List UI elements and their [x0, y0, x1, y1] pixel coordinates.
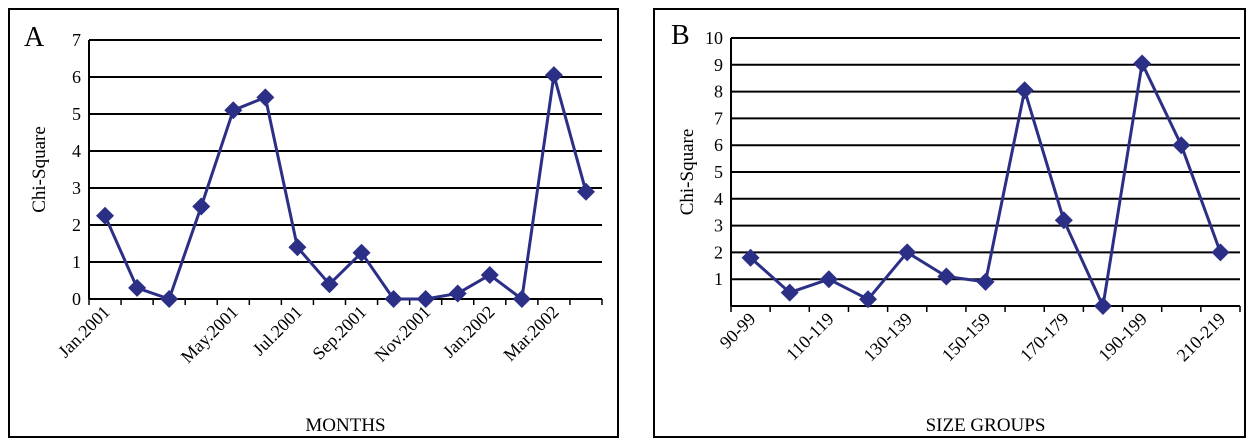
x-tick-label: May.2001 — [177, 302, 242, 367]
y-tick-label: 3 — [72, 178, 81, 198]
y-tick-label: 5 — [72, 104, 81, 124]
x-tick-label: 210-219 — [1173, 309, 1230, 366]
y-axis-title: Chi-Square — [29, 126, 50, 213]
data-point — [1093, 297, 1112, 315]
x-tick-label: Jul.2001 — [249, 302, 307, 360]
data-point — [1211, 243, 1230, 262]
y-tick-label: 4 — [714, 189, 723, 209]
y-tick-label: 1 — [72, 252, 81, 272]
y-tick-label: 0 — [72, 289, 81, 309]
data-point — [780, 283, 799, 302]
y-tick-label: 1 — [714, 269, 723, 289]
x-tick-label: Jan.2002 — [439, 302, 499, 362]
data-point — [480, 265, 499, 284]
y-tick-label: 10 — [705, 28, 723, 48]
y-axis-title: Chi-Square — [677, 129, 698, 216]
y-tick-label: 6 — [714, 135, 723, 155]
y-tick-label: 7 — [72, 30, 81, 50]
chart-a-svg: 0 1 2 3 4 5 6 7 Jan.2001 May.2001 Jul.2001 Sep.2001… — [24, 22, 603, 436]
data-point — [352, 243, 371, 262]
data-point — [1015, 81, 1034, 100]
data-point — [741, 248, 760, 267]
x-tick-label: 90-99 — [716, 309, 760, 353]
data-point — [192, 197, 211, 216]
panel-label: B — [671, 20, 690, 51]
y-tick-label: 7 — [714, 108, 723, 128]
data-point — [256, 88, 275, 107]
data-point — [576, 182, 595, 201]
x-tick-label: 150-159 — [938, 309, 995, 366]
x-tick-label: 110-119 — [782, 309, 838, 365]
data-point — [96, 206, 115, 225]
panel-label: A — [24, 22, 45, 53]
data-point — [1133, 54, 1152, 73]
x-axis-title: SIZE GROUPS — [926, 415, 1046, 436]
data-point — [819, 270, 838, 289]
data-point — [128, 278, 147, 297]
x-axis-title: MONTHS — [305, 415, 385, 436]
data-point — [937, 267, 956, 286]
x-tick-label: 170-179 — [1016, 309, 1073, 366]
data-point — [859, 290, 878, 309]
data-point — [1054, 211, 1073, 230]
data-point — [224, 101, 243, 120]
y-tick-label: 6 — [72, 67, 81, 87]
data-point — [1172, 136, 1191, 155]
data-point — [898, 243, 917, 262]
x-tick-label: 190-199 — [1094, 309, 1151, 366]
data-point — [416, 290, 435, 308]
x-tick-label: Nov.2001 — [371, 302, 435, 366]
data-point — [976, 272, 995, 291]
chart-panel-a: 0 1 2 3 4 5 6 7 Jan.2001 May.2001 Jul.2001 Sep.2001… — [8, 8, 619, 438]
y-tick-label: 2 — [72, 215, 81, 235]
data-point — [288, 238, 307, 257]
data-point — [544, 66, 563, 85]
series-line — [103, 73, 588, 301]
y-tick-label: 2 — [714, 242, 723, 262]
data-point — [320, 275, 339, 294]
y-tick-label: 8 — [714, 82, 723, 102]
data-point — [448, 284, 467, 303]
series-line — [749, 61, 1222, 308]
chart-panel-b: 1 2 3 4 5 6 7 8 9 10 90-99 110-119 130-139 150-159 170… — [653, 8, 1246, 438]
y-tick-label: 5 — [714, 162, 723, 182]
y-tick-label: 4 — [72, 141, 81, 161]
data-point — [384, 290, 403, 308]
x-tick-label: Mar.2002 — [499, 302, 562, 365]
y-tick-label: 9 — [714, 55, 723, 75]
y-tick-label: 3 — [714, 216, 723, 236]
data-point — [512, 290, 531, 308]
x-tick-label: Jan.2001 — [54, 302, 114, 362]
x-tick-label: 130-139 — [859, 309, 916, 366]
chart-b-svg: 1 2 3 4 5 6 7 8 9 10 90-99 110-119 130-139 150-159 170… — [671, 20, 1241, 436]
x-tick-label: Sep.2001 — [308, 302, 370, 364]
data-point — [160, 290, 179, 308]
